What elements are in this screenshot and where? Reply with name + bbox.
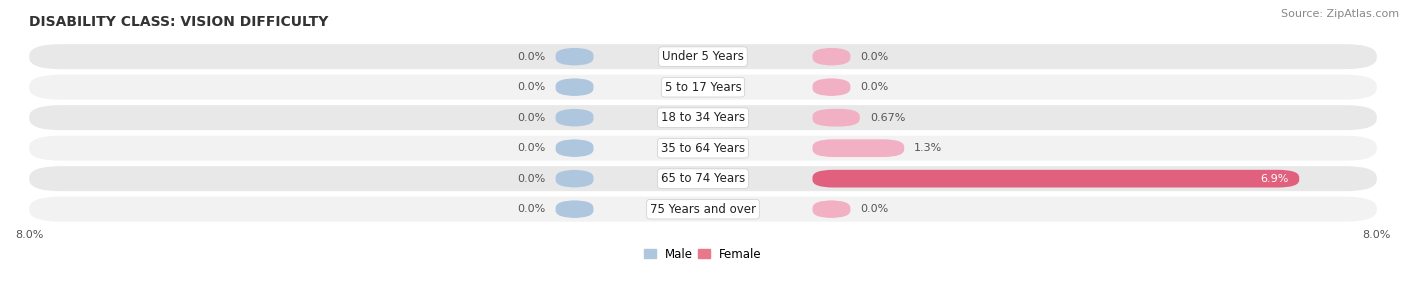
FancyBboxPatch shape [555,139,593,157]
Text: Source: ZipAtlas.com: Source: ZipAtlas.com [1281,9,1399,19]
FancyBboxPatch shape [30,166,1376,191]
Text: DISABILITY CLASS: VISION DIFFICULTY: DISABILITY CLASS: VISION DIFFICULTY [30,15,329,29]
FancyBboxPatch shape [555,78,593,96]
Text: 18 to 34 Years: 18 to 34 Years [661,111,745,124]
Text: 0.67%: 0.67% [870,113,905,123]
Text: 75 Years and over: 75 Years and over [650,203,756,216]
Text: 0.0%: 0.0% [517,174,546,184]
Bar [30,105,1376,130]
Bar [30,44,1376,69]
Text: 65 to 74 Years: 65 to 74 Years [661,172,745,185]
Legend: Male, Female: Male, Female [644,248,762,261]
Bar [30,75,1376,100]
Text: 5 to 17 Years: 5 to 17 Years [665,81,741,94]
FancyBboxPatch shape [555,48,593,66]
FancyBboxPatch shape [555,170,593,188]
FancyBboxPatch shape [30,197,1376,222]
Text: 0.0%: 0.0% [517,204,546,214]
Text: 0.0%: 0.0% [860,52,889,62]
Text: 0.0%: 0.0% [517,113,546,123]
Text: 35 to 64 Years: 35 to 64 Years [661,142,745,155]
FancyBboxPatch shape [813,139,904,157]
Text: 0.0%: 0.0% [860,82,889,92]
FancyBboxPatch shape [813,48,851,66]
FancyBboxPatch shape [813,200,851,218]
FancyBboxPatch shape [813,78,851,96]
FancyBboxPatch shape [30,105,1376,130]
Text: 0.0%: 0.0% [860,204,889,214]
FancyBboxPatch shape [30,136,1376,161]
Bar [30,197,1376,222]
Bar [30,136,1376,161]
Text: 0.0%: 0.0% [517,52,546,62]
FancyBboxPatch shape [30,44,1376,69]
Text: 6.9%: 6.9% [1261,174,1289,184]
Text: 1.3%: 1.3% [914,143,942,153]
FancyBboxPatch shape [555,109,593,127]
FancyBboxPatch shape [813,170,1299,188]
FancyBboxPatch shape [555,200,593,218]
FancyBboxPatch shape [30,75,1376,100]
Text: 0.0%: 0.0% [517,143,546,153]
Bar [30,166,1376,191]
Text: Under 5 Years: Under 5 Years [662,50,744,63]
FancyBboxPatch shape [813,109,859,127]
Text: 0.0%: 0.0% [517,82,546,92]
